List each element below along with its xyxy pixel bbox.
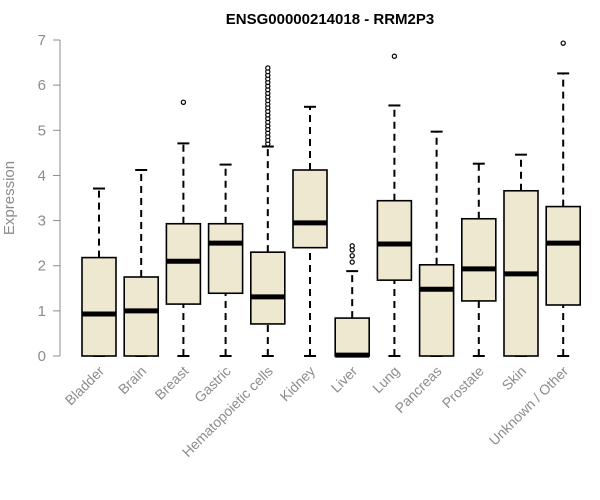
y-tick-label: 1: [38, 303, 46, 320]
box-group: [292, 105, 328, 357]
y-tick-label: 7: [38, 32, 46, 49]
y-tick-label: 6: [38, 77, 46, 94]
x-tick-label: Skin: [499, 363, 530, 394]
outlier-point: [391, 53, 398, 59]
y-tick-label: 2: [38, 258, 46, 275]
box-group: [460, 162, 497, 357]
box-group: [376, 53, 413, 357]
y-axis: 0 1 2 3 4 5 6 7: [38, 32, 61, 365]
outlier-point: [560, 40, 566, 46]
x-tick-label: Unknown / Other: [486, 363, 572, 449]
box-group: [545, 40, 582, 357]
y-tick-label: 4: [38, 167, 46, 184]
box-group: [81, 187, 117, 357]
box-iqr: [207, 222, 244, 295]
box-group: [123, 169, 159, 357]
y-tick-label: 5: [38, 122, 46, 139]
box-group: [207, 163, 244, 357]
x-tick-label: Bladder: [62, 363, 108, 409]
outlier-point: [180, 99, 187, 105]
box-group: [334, 243, 371, 358]
box-group: [418, 130, 455, 357]
x-tick-label: Liver: [328, 363, 361, 396]
box-group: [503, 153, 539, 357]
box-group: [165, 99, 202, 357]
x-tick-label: Lung: [369, 363, 402, 396]
box-iqr: [292, 169, 328, 249]
outlier-point: [349, 243, 355, 249]
box-iqr: [334, 317, 371, 357]
x-tick-label: Brain: [115, 363, 149, 397]
x-tick-label: Pancreas: [392, 363, 445, 416]
x-tick-label: Kidney: [277, 363, 319, 405]
boxes-group: [81, 40, 582, 358]
chart-title: ENSG00000214018 - RRM2P3: [226, 11, 434, 28]
box-iqr: [376, 199, 413, 281]
y-tick-label: 3: [38, 213, 46, 230]
box-group: [250, 65, 286, 357]
outlier-point: [265, 65, 271, 71]
box-iqr: [165, 222, 202, 305]
box-iqr: [545, 205, 582, 306]
box-iqr: [250, 251, 286, 325]
x-tick-label: Prostate: [439, 363, 487, 411]
outlier-point: [349, 253, 355, 259]
outlier-point: [349, 259, 355, 265]
box-iqr: [81, 256, 117, 357]
y-tick-label: 0: [38, 348, 46, 365]
box-iqr: [418, 264, 455, 357]
box-iqr: [460, 217, 497, 302]
y-axis-label: Expression: [1, 161, 18, 235]
x-tick-label: Breast: [152, 363, 192, 403]
box-iqr: [123, 276, 159, 357]
